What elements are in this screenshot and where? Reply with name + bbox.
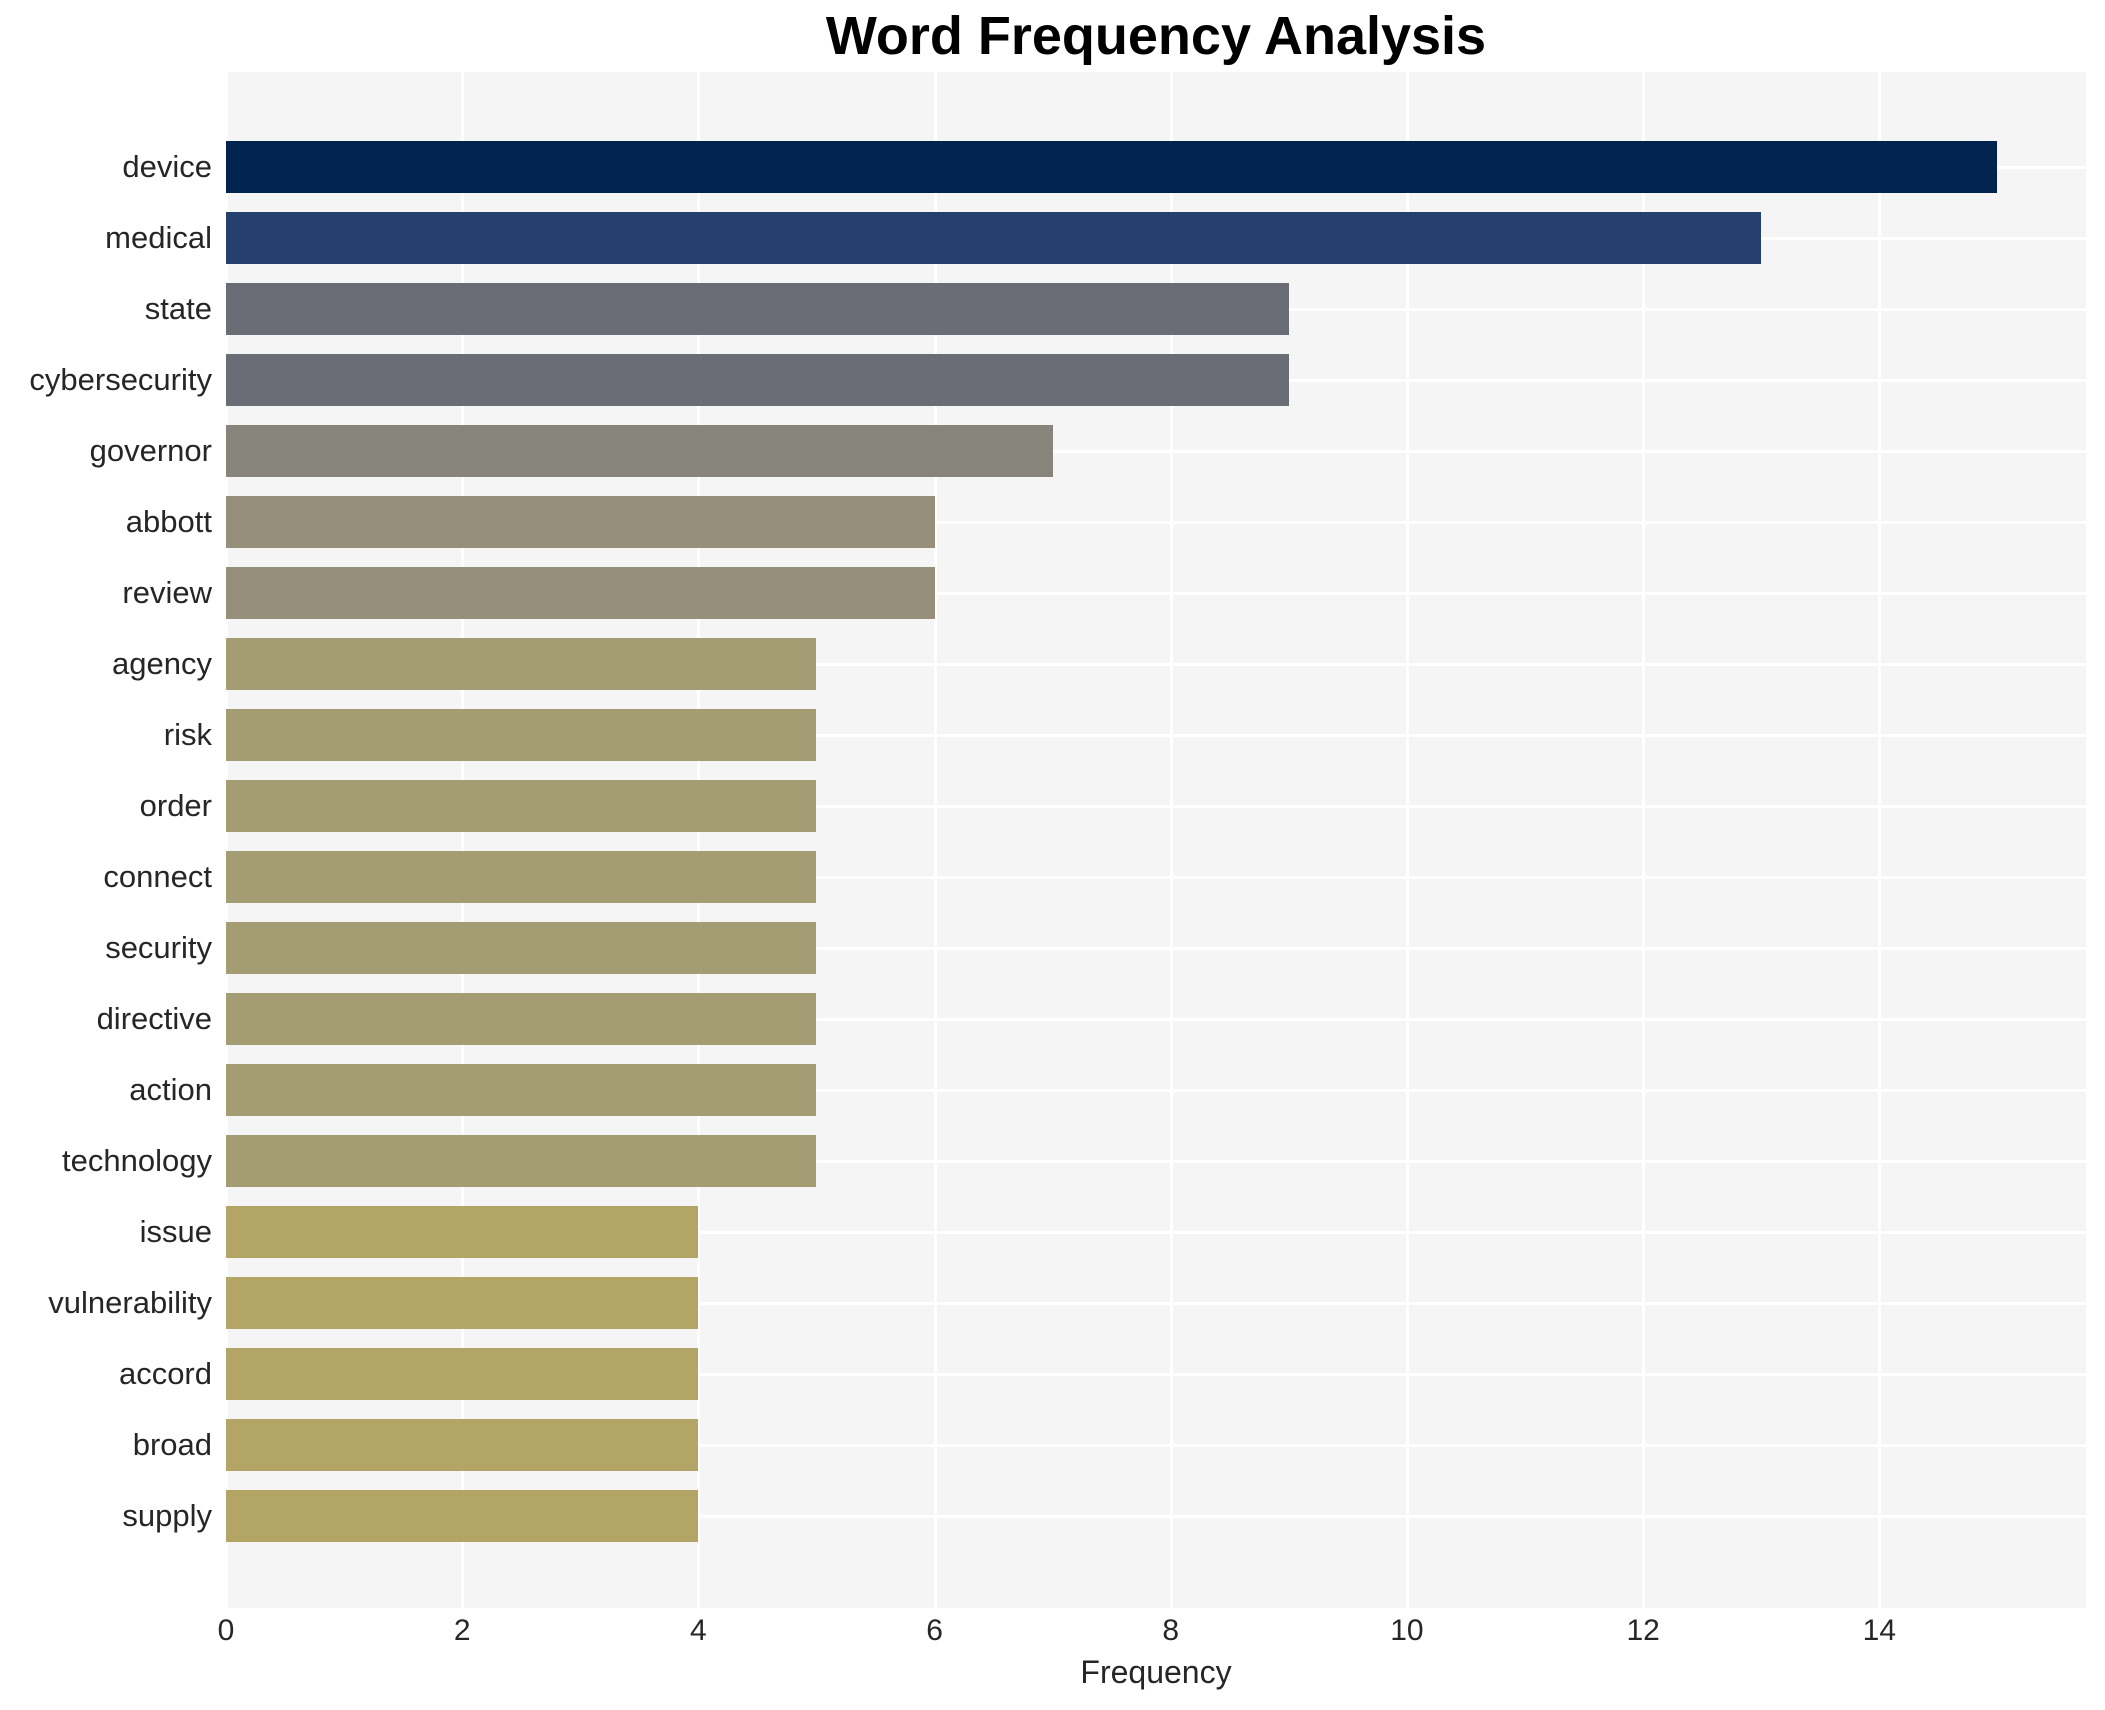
y-axis-labels: device medical state cybersecurity governor a…: [0, 72, 212, 1608]
vertical-gridline: [697, 72, 701, 1608]
bar-directive: [226, 993, 817, 1045]
y-axis-tick-label: risk: [163, 717, 212, 752]
y-axis-tick-label: connect: [103, 859, 212, 894]
bar-governor: [226, 425, 1053, 477]
y-axis-tick-label: cybersecurity: [29, 362, 212, 397]
y-axis-tick-label: vulnerability: [48, 1285, 212, 1320]
horizontal-gridline: [226, 1373, 2086, 1376]
y-axis-tick-label: accord: [118, 1356, 212, 1391]
bar-device: [226, 141, 1998, 193]
y-axis-tick-label: state: [144, 291, 212, 326]
vertical-gridline: [933, 72, 937, 1608]
y-axis-tick-label: action: [129, 1072, 212, 1107]
y-axis-tick-label: medical: [105, 220, 212, 255]
bar-connect: [226, 851, 817, 903]
y-axis-tick-label: supply: [122, 1498, 212, 1533]
horizontal-gridline: [226, 1444, 2086, 1447]
bar-security: [226, 922, 817, 974]
x-axis-tick-label: 12: [1626, 1614, 1660, 1647]
bar-cybersecurity: [226, 354, 1289, 406]
horizontal-gridline: [226, 876, 2086, 879]
x-axis-tick-label: 14: [1862, 1614, 1897, 1647]
horizontal-gridline: [226, 947, 2086, 950]
horizontal-gridline: [226, 1515, 2086, 1518]
bar-agency: [226, 638, 817, 690]
horizontal-gridline: [226, 805, 2086, 808]
vertical-gridline: [461, 72, 465, 1608]
y-axis-tick-label: abbott: [125, 504, 212, 539]
horizontal-gridline: [226, 521, 2086, 524]
bar-vulnerability: [226, 1277, 699, 1329]
y-axis-tick-label: security: [105, 930, 212, 965]
bar-medical: [226, 212, 1762, 264]
horizontal-gridline: [226, 1231, 2086, 1234]
bar-review: [226, 567, 935, 619]
horizontal-gridline: [226, 663, 2086, 666]
vertical-gridline: [1169, 72, 1173, 1608]
y-axis-tick-label: agency: [112, 646, 212, 681]
x-axis-label: Frequency: [1080, 1654, 1232, 1690]
horizontal-gridline: [226, 450, 2086, 453]
y-axis-tick-label: directive: [96, 1001, 212, 1036]
horizontal-gridline: [226, 1018, 2086, 1021]
horizontal-gridline: [226, 1160, 2086, 1163]
bar-broad: [226, 1419, 699, 1471]
chart-title: Word Frequency Analysis: [825, 6, 1487, 66]
x-axis-tick-label: 10: [1390, 1614, 1424, 1647]
vertical-gridline: [1878, 72, 1882, 1608]
horizontal-gridline: [226, 1302, 2086, 1305]
y-axis-tick-label: issue: [139, 1214, 212, 1249]
y-axis-tick-label: governor: [89, 433, 212, 468]
horizontal-gridline: [226, 1089, 2086, 1092]
y-axis-tick-label: broad: [132, 1427, 212, 1462]
bar-order: [226, 780, 817, 832]
bar-technology: [226, 1135, 817, 1187]
bar-action: [226, 1064, 817, 1116]
bar-supply: [226, 1490, 699, 1542]
plot-area: [225, 72, 2086, 1608]
y-axis-tick-label: order: [139, 788, 212, 823]
bar-risk: [226, 709, 817, 761]
vertical-gridline: [225, 72, 228, 1608]
bar-state: [226, 283, 1289, 335]
y-axis-tick-label: device: [122, 149, 212, 184]
y-axis-tick-label: technology: [62, 1143, 212, 1178]
x-axis-tick-label: 8: [1162, 1614, 1180, 1647]
bar-accord: [226, 1348, 699, 1400]
x-axis-tick-label: 2: [453, 1614, 471, 1647]
y-axis-tick-label: review: [122, 575, 212, 610]
bar-abbott: [226, 496, 935, 548]
x-axis-ticks: 0 2 4 6 8 10 12 14: [218, 1614, 2086, 1654]
x-axis-tick-label: 4: [690, 1614, 707, 1647]
vertical-gridline: [1642, 72, 1646, 1608]
horizontal-gridline: [226, 734, 2086, 737]
x-axis-tick-label: 0: [217, 1614, 235, 1647]
vertical-gridline: [1405, 72, 1409, 1608]
horizontal-gridline: [226, 592, 2086, 595]
bar-issue: [226, 1206, 699, 1258]
x-axis-tick-label: 6: [926, 1614, 943, 1647]
